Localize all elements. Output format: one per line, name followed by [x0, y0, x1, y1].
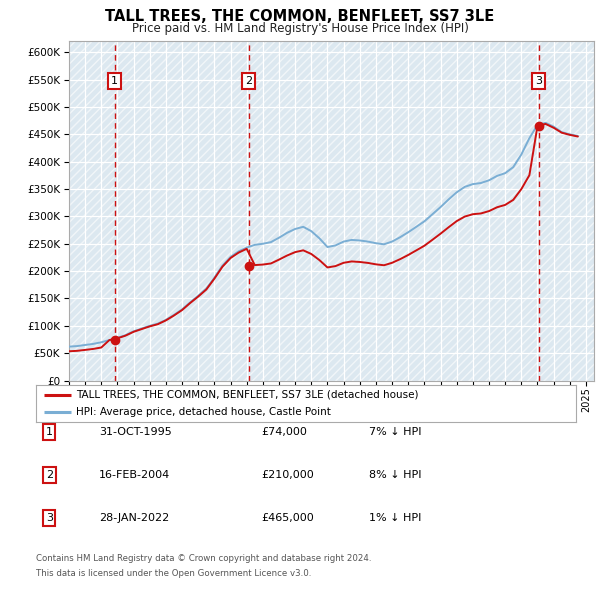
Text: TALL TREES, THE COMMON, BENFLEET, SS7 3LE: TALL TREES, THE COMMON, BENFLEET, SS7 3L… — [106, 9, 494, 24]
Text: Price paid vs. HM Land Registry's House Price Index (HPI): Price paid vs. HM Land Registry's House … — [131, 22, 469, 35]
Text: This data is licensed under the Open Government Licence v3.0.: This data is licensed under the Open Gov… — [36, 569, 311, 578]
Text: 8% ↓ HPI: 8% ↓ HPI — [369, 470, 421, 480]
Text: 2: 2 — [46, 470, 53, 480]
Text: 1: 1 — [111, 76, 118, 86]
Text: HPI: Average price, detached house, Castle Point: HPI: Average price, detached house, Cast… — [77, 407, 331, 417]
Text: 1% ↓ HPI: 1% ↓ HPI — [369, 513, 421, 523]
Text: 3: 3 — [46, 513, 53, 523]
Text: 7% ↓ HPI: 7% ↓ HPI — [369, 427, 421, 437]
Text: TALL TREES, THE COMMON, BENFLEET, SS7 3LE (detached house): TALL TREES, THE COMMON, BENFLEET, SS7 3L… — [77, 390, 419, 399]
Text: 1: 1 — [46, 427, 53, 437]
Text: 3: 3 — [535, 76, 542, 86]
Text: 16-FEB-2004: 16-FEB-2004 — [99, 470, 170, 480]
Text: £210,000: £210,000 — [261, 470, 314, 480]
Text: £465,000: £465,000 — [261, 513, 314, 523]
Text: 28-JAN-2022: 28-JAN-2022 — [99, 513, 169, 523]
Text: 31-OCT-1995: 31-OCT-1995 — [99, 427, 172, 437]
Text: 2: 2 — [245, 76, 252, 86]
Text: Contains HM Land Registry data © Crown copyright and database right 2024.: Contains HM Land Registry data © Crown c… — [36, 555, 371, 563]
Text: £74,000: £74,000 — [261, 427, 307, 437]
